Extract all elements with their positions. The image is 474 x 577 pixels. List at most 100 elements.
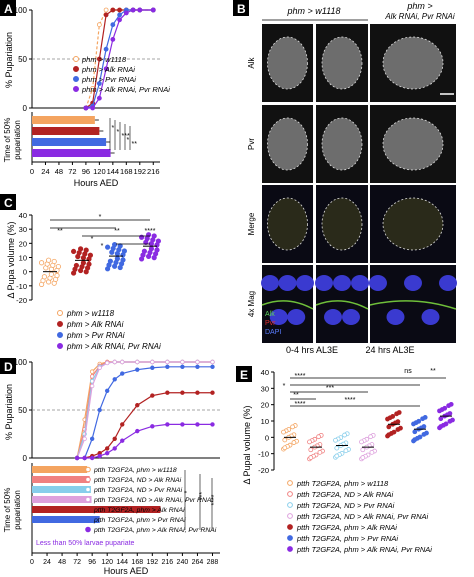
panel-c-legend-marker: [57, 321, 63, 327]
panel-a-letter: A: [4, 2, 13, 16]
panel-b-tissue-outline: [382, 197, 444, 251]
panel-a-xtick-label: 192: [134, 167, 147, 176]
panel-c-legend: phm > w1118 phm > Alk RNAi phm > Pvr RNAi p…: [57, 309, 161, 351]
panel-a-legend-marker: [73, 86, 79, 92]
panel-b-nucleus: [315, 275, 333, 291]
panel-e-sig-label: **: [293, 392, 299, 399]
panel-d-lines: [74, 359, 215, 461]
panel-b-col3-label-2: Alk RNAi, Pvr RNAi: [384, 12, 455, 21]
panel-d-xtick-label: 288: [207, 559, 219, 566]
panel-c-legend-label: phm > w1118: [66, 309, 115, 318]
panel-d: D % Pupariation 100 50 0 Time of 50% pupar…: [0, 358, 220, 576]
panel-a-bar: [32, 127, 100, 135]
panel-a-xtick-label: 24: [41, 167, 49, 176]
panel-a-xlabel: Hours AED: [74, 178, 119, 188]
panel-e-point: [438, 424, 444, 429]
panel-c-point: [73, 262, 80, 269]
panel-d-letter: D: [4, 360, 13, 374]
panel-a-bar: [32, 138, 107, 146]
panel-b-nucleus: [287, 309, 306, 325]
panel-d-legend-marker: [85, 506, 91, 513]
panel-d-xlabel: Hours AED: [104, 566, 149, 576]
panel-c-sig-label: *: [101, 243, 104, 250]
panel-a-point: [103, 66, 109, 72]
panel-d-point: [120, 371, 125, 376]
panel-a-xtick-label: 72: [68, 167, 76, 176]
panel-b-col1-label: phm > w1118: [287, 6, 341, 16]
panel-d-legend-marker: [85, 496, 91, 503]
panel-a-legend-marker: [73, 56, 79, 62]
panel-d-point: [89, 374, 95, 379]
panel-e-point: [386, 424, 392, 430]
panel-e-point: [290, 424, 296, 430]
panel-e-sig-label: ****: [345, 397, 356, 404]
panel-e-letter-box: [236, 366, 252, 382]
panel-b-nucleus: [261, 275, 279, 291]
panel-e-point: [368, 434, 374, 440]
panel-c-point: [120, 257, 126, 263]
panel-a-bottom-ylabel-2: pupariation: [13, 120, 22, 160]
panel-d-point: [210, 390, 215, 395]
panel-d-point: [150, 424, 155, 429]
panel-a-legend-marker: [73, 66, 79, 72]
panel-a-point: [103, 12, 109, 18]
panel-c-legend-label: phm > Alk RNAi: [66, 320, 124, 329]
panel-d-point: [210, 359, 215, 365]
panel-a-xtick-label: 120: [93, 167, 106, 176]
panel-a-point: [96, 95, 102, 101]
panel-a-sig-label: *: [112, 125, 115, 132]
panel-a-point: [117, 7, 122, 13]
panel-c-ytick-label: 0: [23, 268, 27, 277]
panel-d-point: [180, 364, 185, 369]
panel-c-point: [54, 272, 60, 279]
panel-b-row-label: 4x Mag: [247, 291, 256, 317]
panel-d-bars: [32, 466, 161, 523]
panel-d-legend-marker: [85, 466, 91, 473]
panel-e-point: [412, 437, 418, 443]
panel-a-bar: [32, 116, 95, 124]
panel-e-legend-label: ptth T2GF2A, ND > Pvr RNAi: [296, 501, 395, 510]
panel-e-legend-label: ptth T2GF2A, phm > Alk RNAi, Pvr RNAi: [296, 545, 432, 554]
panel-c-point: [48, 271, 55, 277]
panel-e-ytick-label: -10: [258, 450, 269, 459]
panel-e-point: [446, 403, 452, 409]
panel-a-point: [96, 81, 102, 86]
panel-d-point: [180, 422, 185, 427]
panel-d-xtick-label: 96: [88, 559, 96, 566]
panel-d-point: [165, 364, 170, 369]
panel-e-point: [421, 431, 427, 437]
panel-d-xtick-label: 240: [177, 559, 189, 566]
panel-d-sig-label: ****: [211, 494, 218, 505]
panel-a-legend-marker: [73, 76, 79, 82]
panel-b-bottom-label-1: 0-4 hrs AL3E: [286, 345, 338, 355]
panel-c-point: [107, 258, 114, 264]
panel-e-ytick-label: -20: [258, 466, 269, 475]
panel-d-xtick-label: 48: [58, 559, 66, 566]
panel-b-membrane: [369, 300, 457, 310]
panel-d-point: [150, 365, 155, 370]
panel-d-xtick-label: 24: [43, 559, 51, 566]
panel-a-point: [117, 17, 122, 23]
panel-d-point: [82, 436, 87, 441]
panel-b-row-label: Alk: [247, 56, 256, 68]
panel-c-sig-label: *: [91, 236, 94, 243]
panel-b-nucleus: [369, 275, 387, 291]
panel-b-nucleus: [296, 275, 314, 291]
panel-b-nucleus: [333, 275, 351, 291]
panel-e-point: [412, 429, 418, 435]
panel-e-point: [308, 455, 314, 460]
panel-d-point: [120, 422, 125, 427]
panel-e-ytick-label: 40: [261, 368, 269, 377]
panel-a-significance: ********: [109, 118, 137, 150]
panel-b-tissue-outline: [321, 117, 363, 171]
panel-d-legend-label: ptth T2GF2A, ND > Alk RNAi: [93, 477, 182, 484]
panel-e-point: [395, 427, 401, 432]
panel-a-xtick-label: 168: [120, 167, 133, 176]
panel-c-letter-box: [0, 194, 16, 210]
panel-c-point: [151, 233, 157, 239]
panel-a-point: [117, 12, 122, 18]
